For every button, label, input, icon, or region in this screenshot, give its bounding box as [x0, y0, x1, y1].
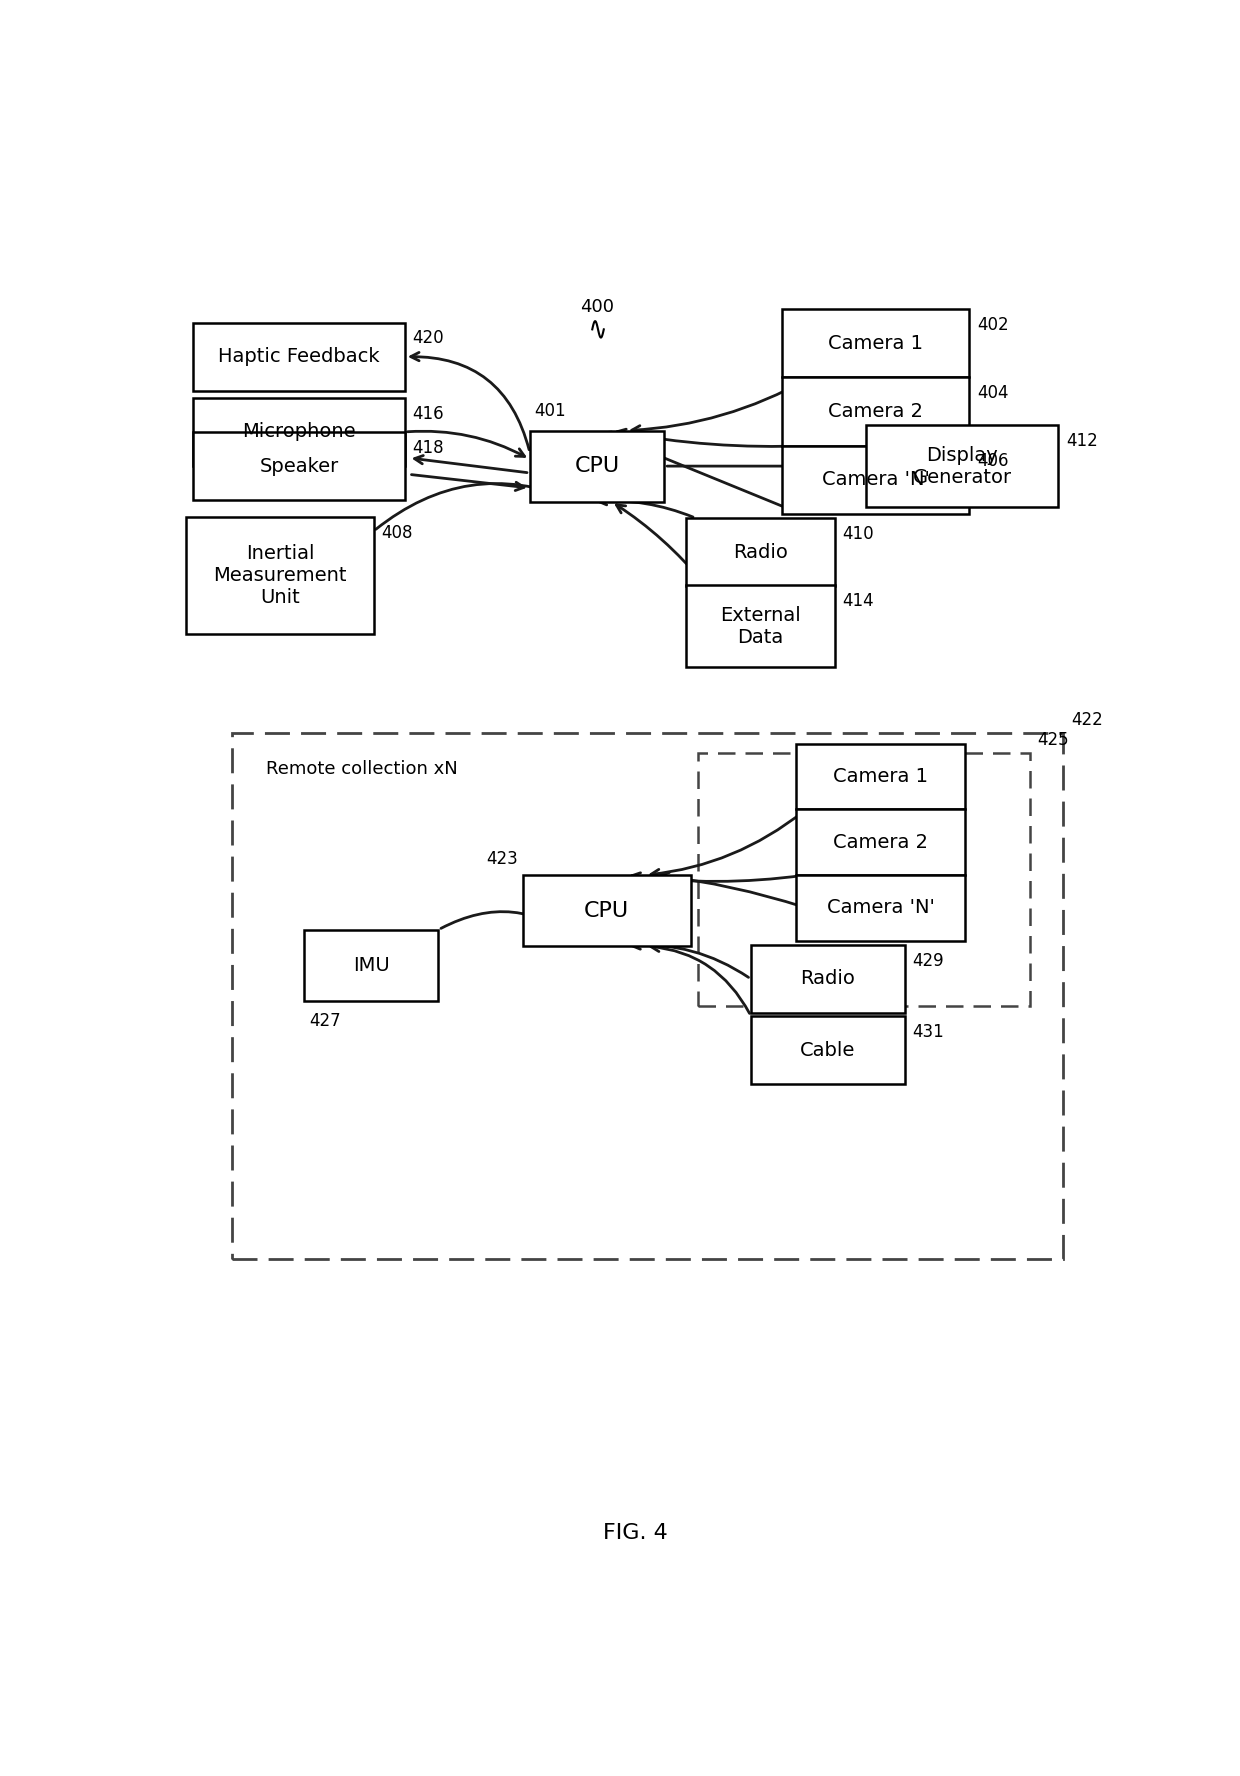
Text: External
Data: External Data — [720, 606, 801, 646]
Text: FIG. 4: FIG. 4 — [603, 1522, 668, 1543]
Text: 414: 414 — [843, 591, 874, 609]
Text: 431: 431 — [913, 1023, 944, 1041]
Text: 401: 401 — [534, 401, 567, 419]
FancyArrowPatch shape — [616, 504, 703, 583]
FancyBboxPatch shape — [529, 430, 665, 501]
Text: 416: 416 — [413, 405, 444, 423]
FancyArrowPatch shape — [651, 812, 804, 877]
FancyArrowPatch shape — [667, 462, 861, 471]
FancyArrowPatch shape — [410, 352, 529, 449]
Text: Camera 2: Camera 2 — [828, 401, 924, 421]
FancyBboxPatch shape — [751, 945, 905, 1012]
Text: 406: 406 — [977, 453, 1008, 471]
Text: Radio: Radio — [800, 970, 856, 989]
FancyBboxPatch shape — [193, 432, 404, 501]
Text: Camera 2: Camera 2 — [833, 833, 928, 852]
Text: 408: 408 — [382, 524, 413, 542]
Text: Remote collection xN: Remote collection xN — [265, 760, 458, 778]
Text: Microphone: Microphone — [242, 423, 356, 442]
FancyArrowPatch shape — [661, 872, 804, 908]
Text: Camera 'N': Camera 'N' — [827, 899, 935, 918]
FancyBboxPatch shape — [796, 810, 965, 876]
Text: 422: 422 — [1071, 710, 1102, 728]
FancyBboxPatch shape — [193, 398, 404, 465]
Text: 425: 425 — [1037, 732, 1069, 749]
Text: 400: 400 — [580, 298, 614, 316]
FancyBboxPatch shape — [186, 517, 373, 634]
Text: Speaker: Speaker — [259, 456, 339, 476]
FancyBboxPatch shape — [522, 876, 691, 947]
FancyArrowPatch shape — [631, 378, 808, 433]
FancyBboxPatch shape — [686, 519, 835, 586]
Text: Inertial
Measurement
Unit: Inertial Measurement Unit — [213, 543, 347, 607]
Text: 410: 410 — [843, 526, 874, 543]
FancyBboxPatch shape — [796, 876, 965, 941]
Text: 404: 404 — [977, 384, 1008, 401]
FancyArrowPatch shape — [408, 432, 525, 456]
FancyBboxPatch shape — [782, 446, 970, 513]
FancyArrowPatch shape — [603, 432, 799, 513]
Text: 412: 412 — [1066, 432, 1097, 449]
FancyArrowPatch shape — [441, 911, 578, 943]
FancyBboxPatch shape — [782, 309, 970, 377]
FancyBboxPatch shape — [782, 377, 970, 446]
Text: Cable: Cable — [800, 1041, 856, 1060]
FancyArrowPatch shape — [651, 943, 749, 1014]
Text: CPU: CPU — [584, 900, 629, 920]
FancyArrowPatch shape — [618, 430, 808, 446]
FancyBboxPatch shape — [866, 424, 1058, 508]
Text: 420: 420 — [413, 329, 444, 348]
FancyBboxPatch shape — [304, 929, 439, 1002]
FancyArrowPatch shape — [376, 483, 573, 529]
FancyArrowPatch shape — [631, 872, 804, 881]
Text: Haptic Feedback: Haptic Feedback — [218, 348, 379, 366]
Text: Radio: Radio — [733, 543, 787, 561]
Text: 427: 427 — [309, 1012, 341, 1030]
FancyBboxPatch shape — [751, 1016, 905, 1083]
Text: Camera 1: Camera 1 — [828, 334, 924, 352]
FancyArrowPatch shape — [598, 497, 693, 517]
Text: 418: 418 — [413, 439, 444, 456]
FancyArrowPatch shape — [414, 455, 527, 472]
Text: Display
Generator: Display Generator — [913, 446, 1012, 487]
FancyArrowPatch shape — [631, 941, 749, 977]
Text: 402: 402 — [977, 316, 1009, 334]
FancyArrowPatch shape — [412, 474, 525, 490]
Text: CPU: CPU — [574, 456, 620, 476]
FancyBboxPatch shape — [796, 744, 965, 810]
Text: 423: 423 — [486, 851, 518, 868]
FancyBboxPatch shape — [686, 584, 835, 668]
Text: 429: 429 — [913, 952, 944, 970]
Text: Camera 1: Camera 1 — [833, 767, 928, 787]
Text: IMU: IMU — [353, 955, 389, 975]
FancyBboxPatch shape — [193, 323, 404, 391]
Text: Camera 'N': Camera 'N' — [822, 471, 930, 488]
